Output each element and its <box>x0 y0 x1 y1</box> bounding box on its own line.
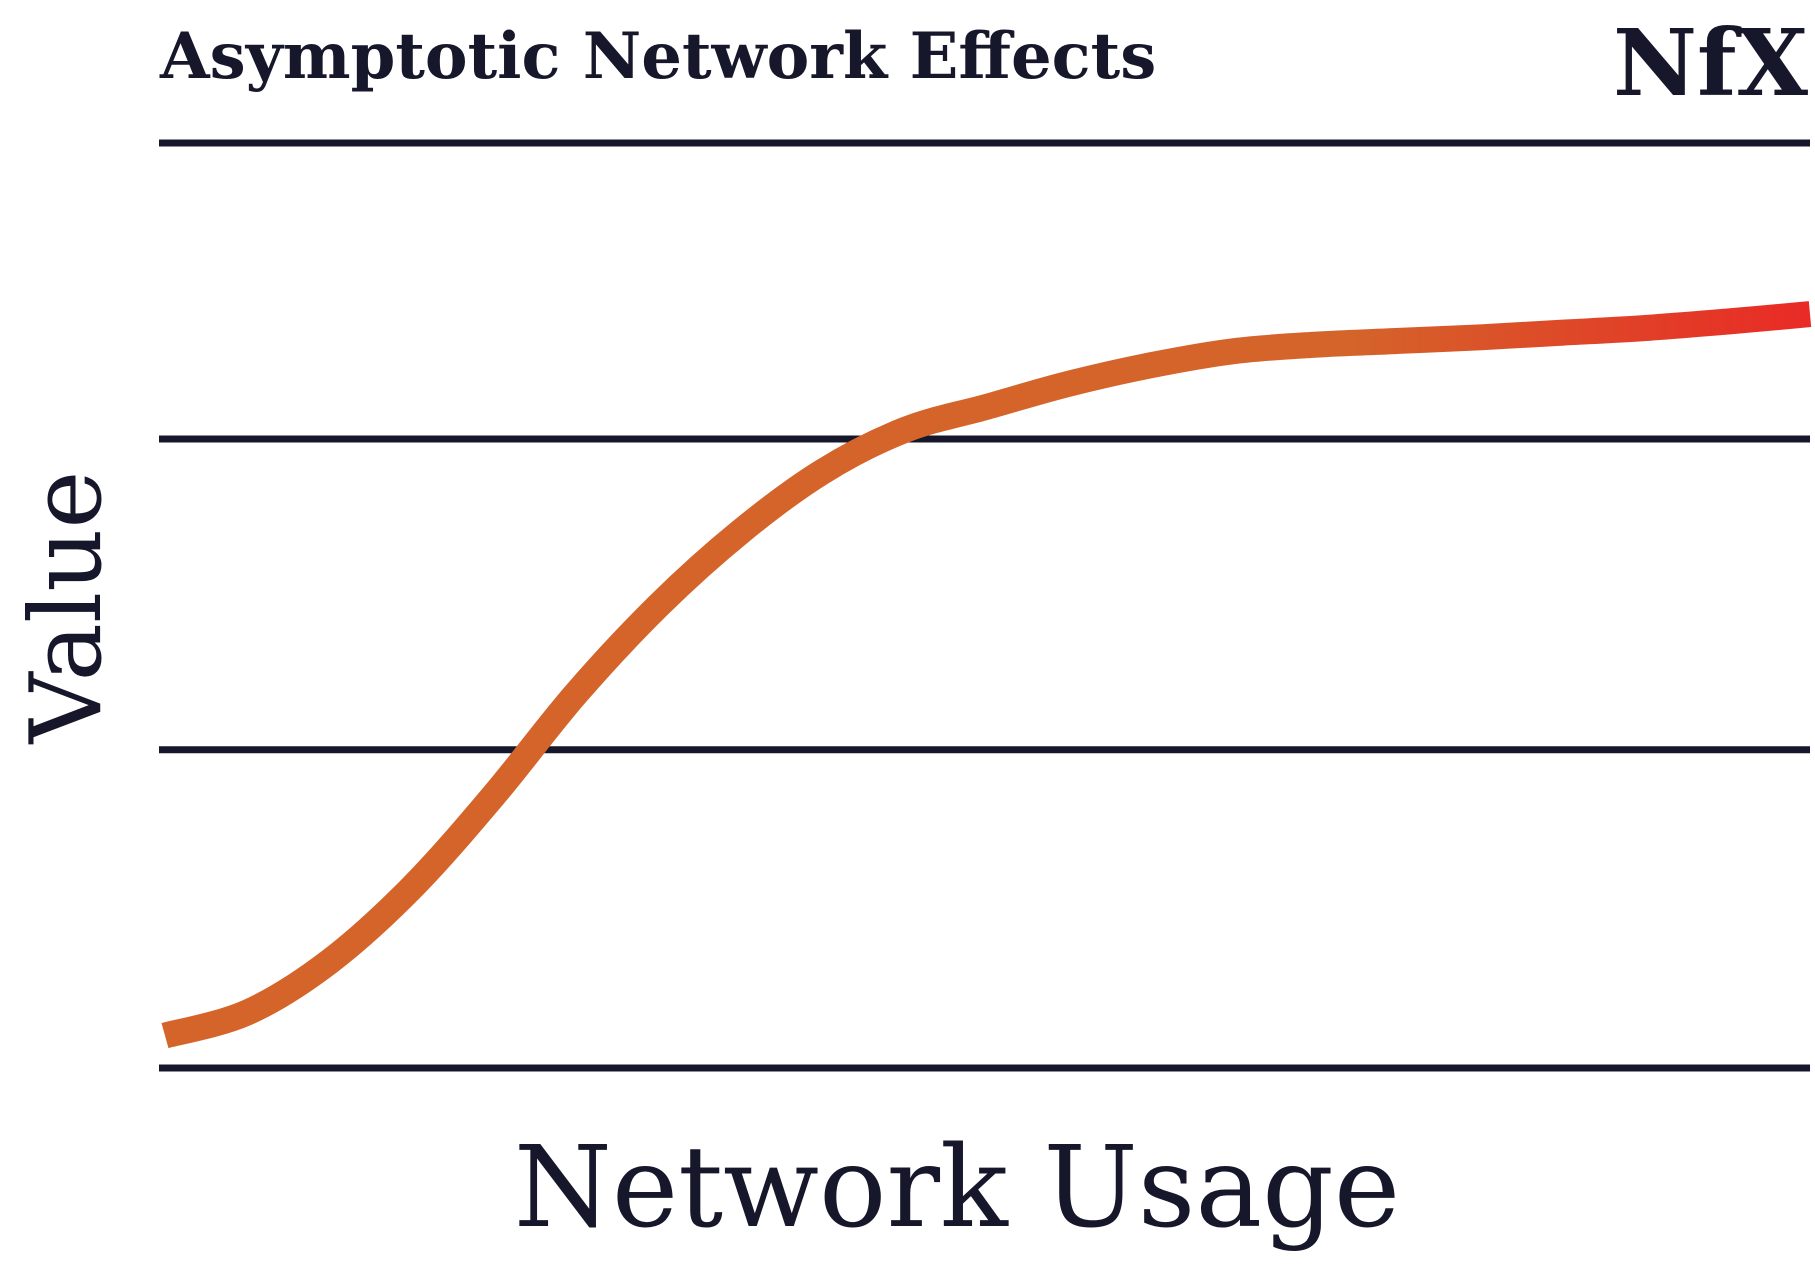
value-curve <box>161 301 1812 1049</box>
chart-title: Asymptotic Network Effects <box>159 19 1156 94</box>
x-axis-label: Network Usage <box>514 1123 1400 1253</box>
y-axis-label: Value <box>10 471 124 745</box>
gridlines <box>159 139 1810 1072</box>
nfx-logo: NfX <box>1613 9 1809 117</box>
